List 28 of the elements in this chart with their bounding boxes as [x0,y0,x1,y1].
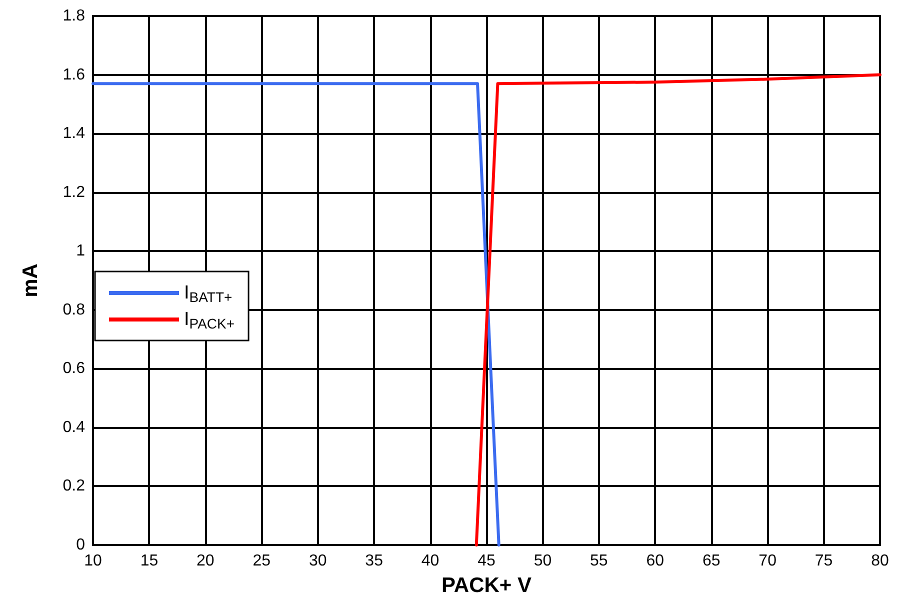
y-tick-label: 1.2 [62,184,86,201]
y-tick-label: 0.2 [62,478,86,495]
x-tick-label: 15 [140,552,158,570]
x-tick-label: 35 [365,552,384,570]
x-tick-label: 80 [871,552,889,570]
y-tick-label: 1.4 [62,125,86,142]
x-tick-label: 65 [702,552,720,570]
x-tick-label: 40 [421,552,440,570]
y-tick-label: 0 [76,536,86,554]
x-tick-label: 60 [646,552,664,570]
x-tick-label: 70 [758,552,777,570]
x-tick-label: 50 [534,552,552,570]
x-axis-title: PACK+ V [441,574,532,597]
x-tick-label: 75 [814,552,833,570]
x-tick-label: 10 [84,552,102,570]
y-tick-label: 0.4 [62,418,86,436]
y-tick-label: 1.6 [62,66,86,84]
y-tick-label: 0.6 [62,360,86,378]
y-axis-title: mA [19,264,42,298]
x-tick-label: 25 [252,552,271,570]
x-tick-label: 55 [590,552,608,570]
y-tick-label: 1.8 [62,8,86,24]
x-tick-label: 45 [478,552,496,570]
line-series [474,73,882,546]
y-tick-label: 1 [76,242,86,260]
y-tick-label: 0.8 [62,301,86,318]
x-tick-label: 30 [308,552,327,570]
x-tick-label: 20 [196,552,214,570]
